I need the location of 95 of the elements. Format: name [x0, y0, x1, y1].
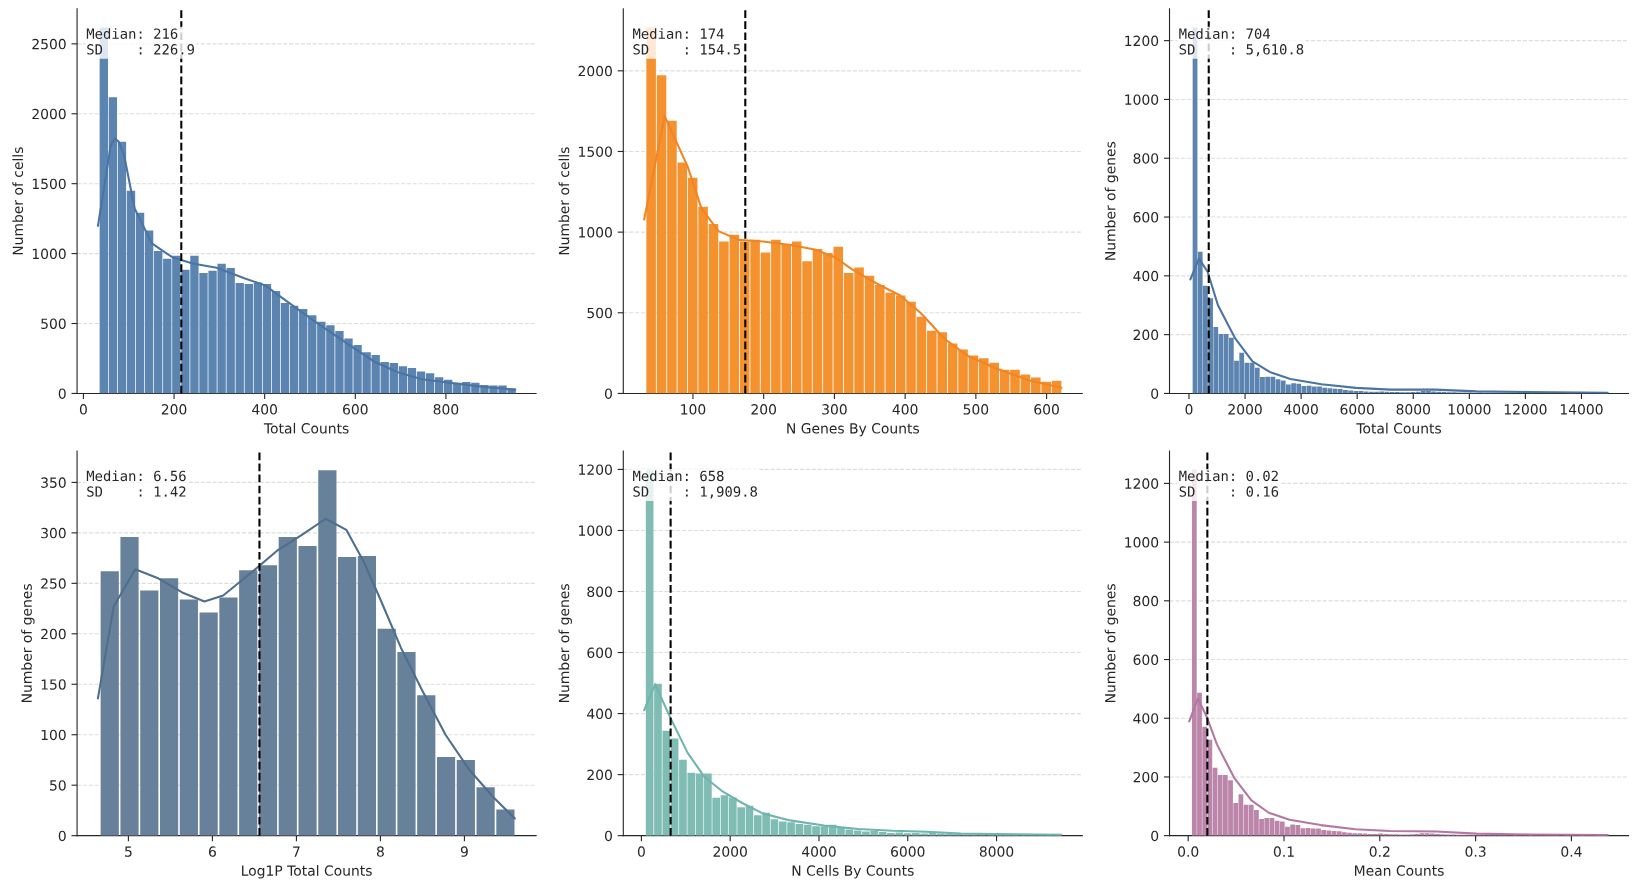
- x-tick-label: 9: [460, 846, 468, 857]
- x-tick-label: 200: [161, 404, 187, 415]
- x-tick-label: 0.4: [1561, 846, 1582, 857]
- y-tick-label: 0: [1151, 830, 1159, 842]
- y-axis-title: Number of genes: [1104, 141, 1119, 260]
- y-tick-label: 800: [1133, 153, 1159, 164]
- y-axis-title: Number of genes: [21, 584, 35, 702]
- x-tick-label: 6000: [891, 846, 925, 857]
- y-axis-title: Number of cells: [12, 147, 24, 255]
- x-tick-label: 8: [376, 846, 384, 857]
- y-tick-label: 0: [58, 388, 66, 399]
- y-tick-label: 800: [1133, 595, 1159, 607]
- annotation: Median: 216 SD : 226.9: [86, 28, 195, 55]
- x-tick-label: 0: [79, 404, 87, 415]
- x-tick-label: 8000: [1396, 404, 1431, 415]
- x-tick-label: 300: [822, 404, 847, 415]
- y-tick-label: 800: [587, 586, 612, 597]
- annotation: Median: 0.02 SD : 0.16: [1179, 470, 1279, 497]
- y-tick-label: 2500: [32, 38, 66, 50]
- x-tick-label: 0.0: [1178, 846, 1199, 857]
- x-tick-label: 6000: [1340, 404, 1374, 415]
- y-tick-label: 350: [41, 477, 66, 488]
- y-tick-label: 500: [587, 307, 612, 319]
- y-axis-title: Number of cells: [558, 147, 570, 255]
- x-tick-label: 4000: [1284, 404, 1318, 415]
- x-axis-title: Total Counts: [1356, 422, 1442, 434]
- x-axis-title: N Genes By Counts: [787, 423, 919, 437]
- x-tick-label: 5: [125, 846, 132, 857]
- annotation: Median: 704 SD : 5,610.8: [1179, 28, 1304, 57]
- y-tick-label: 0: [58, 830, 66, 842]
- y-tick-label: 1000: [1125, 94, 1159, 105]
- x-tick-label: 2000: [1228, 404, 1262, 415]
- y-tick-label: 300: [41, 527, 66, 539]
- y-tick-label: 1200: [579, 464, 612, 475]
- y-tick-label: 200: [1133, 771, 1159, 783]
- x-tick-label: 200: [751, 404, 777, 415]
- x-tick-label: 800: [433, 404, 459, 415]
- y-tick-label: 0: [1151, 388, 1159, 399]
- x-tick-label: 8000: [979, 846, 1014, 857]
- annotation: Median: 174 SD : 154.5: [633, 28, 741, 55]
- x-axis-title: Mean Counts: [1355, 865, 1444, 876]
- x-tick-label: 400: [892, 404, 918, 415]
- line-series: [1188, 697, 1609, 836]
- x-tick-label: 12000: [1504, 404, 1547, 415]
- x-tick-label: 400: [252, 404, 277, 415]
- x-tick-label: 100: [681, 404, 706, 415]
- y-tick-label: 400: [1133, 713, 1159, 724]
- y-tick-label: 2000: [578, 65, 612, 77]
- y-axis-title: Number of genes: [558, 584, 572, 702]
- y-tick-label: 500: [41, 318, 66, 329]
- line-series: [643, 683, 1063, 836]
- x-tick-label: 10000: [1448, 404, 1491, 415]
- y-tick-label: 1500: [579, 146, 612, 157]
- x-tick-label: 0.2: [1369, 846, 1390, 857]
- x-tick-label: 600: [1034, 404, 1059, 415]
- y-tick-label: 1200: [1125, 478, 1159, 489]
- y-tick-label: 200: [41, 628, 66, 640]
- y-tick-label: 2000: [32, 108, 66, 120]
- x-tick-label: 6: [208, 846, 216, 857]
- x-tick-label: 600: [343, 404, 368, 415]
- y-tick-label: 1000: [579, 227, 612, 238]
- line-series: [1189, 257, 1609, 394]
- y-tick-label: 200: [587, 769, 612, 781]
- x-tick-label: 0: [637, 846, 645, 857]
- x-axis-title: Total Counts: [263, 422, 349, 434]
- y-tick-label: 0: [604, 388, 612, 399]
- x-tick-label: 14000: [1560, 404, 1603, 415]
- y-tick-label: 1000: [579, 525, 612, 536]
- y-tick-label: 600: [1133, 212, 1159, 223]
- x-tick-label: 2000: [713, 846, 747, 857]
- y-tick-label: 1500: [32, 178, 66, 190]
- y-tick-label: 200: [1133, 329, 1159, 341]
- y-tick-label: 100: [41, 729, 66, 741]
- y-tick-label: 1200: [1125, 35, 1159, 47]
- y-tick-label: 50: [50, 780, 66, 791]
- y-tick-label: 1000: [1125, 537, 1159, 548]
- x-axis-title: N Cells By Counts: [792, 865, 914, 879]
- y-tick-label: 600: [587, 647, 612, 659]
- annotation: Median: 658 SD : 1,909.8: [633, 470, 758, 499]
- x-tick-label: 0: [1185, 404, 1193, 415]
- annotation: Median: 6.56 SD : 1.42: [86, 470, 186, 497]
- y-tick-label: 600: [1133, 654, 1159, 666]
- x-tick-label: 4000: [801, 846, 836, 857]
- x-axis-title: Log1P Total Counts: [242, 865, 372, 879]
- x-tick-label: 0.3: [1465, 846, 1486, 857]
- x-tick-label: 7: [293, 846, 300, 857]
- y-axis-title: Number of genes: [1104, 584, 1119, 702]
- y-tick-label: 400: [1133, 270, 1159, 282]
- y-tick-label: 250: [41, 578, 66, 589]
- x-tick-label: 500: [963, 404, 989, 415]
- y-tick-label: 1000: [32, 248, 66, 260]
- y-tick-label: 150: [41, 679, 66, 690]
- x-tick-label: 0.1: [1273, 846, 1294, 857]
- y-tick-label: 0: [604, 830, 612, 842]
- y-tick-label: 400: [587, 708, 612, 720]
